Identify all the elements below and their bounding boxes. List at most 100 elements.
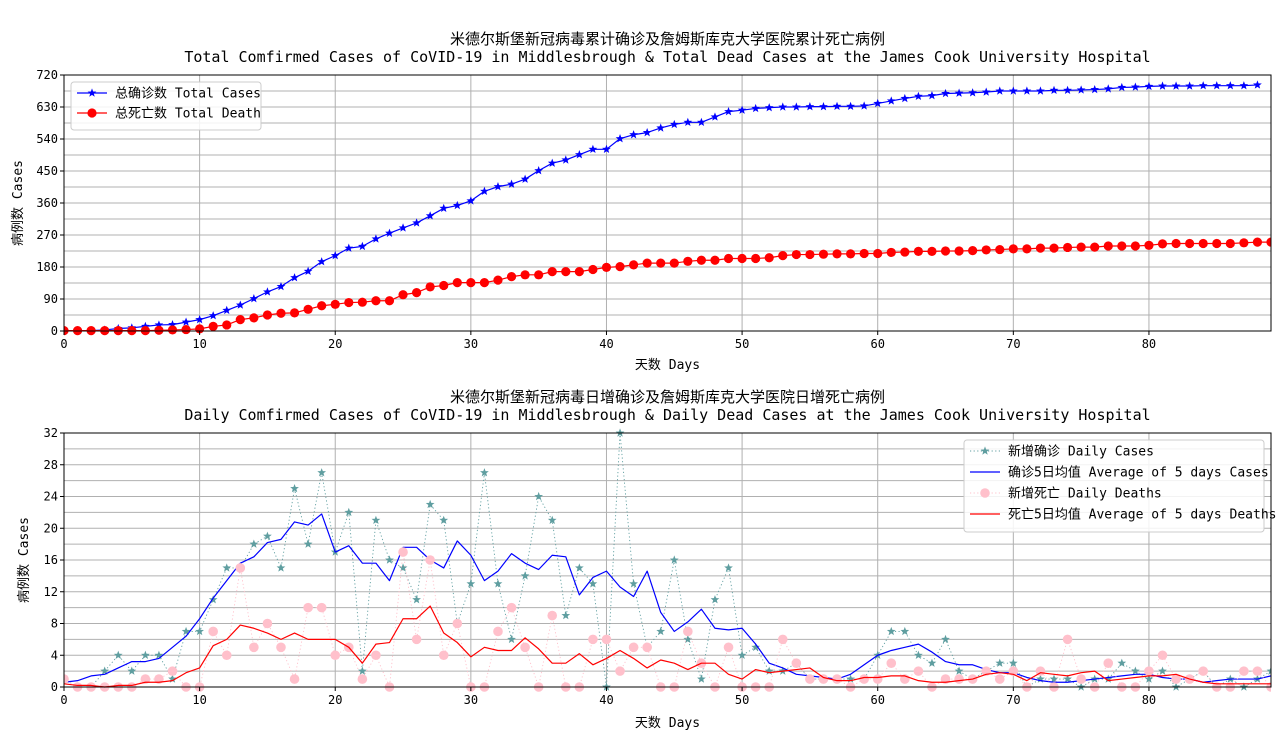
- series-3-point: [1171, 674, 1181, 684]
- series-2-point: [832, 249, 842, 259]
- series-1-point: [1063, 674, 1072, 683]
- series-1-point: [805, 102, 815, 111]
- series-1-point: [819, 102, 828, 111]
- series-1-point: [385, 555, 394, 564]
- series-3-point: [64, 674, 69, 684]
- series-2-point: [208, 321, 218, 331]
- series-2-point: [1022, 244, 1032, 254]
- series-1-point: [263, 531, 272, 540]
- series-1-point: [561, 155, 571, 164]
- series-2-point: [873, 248, 883, 259]
- series-1-point: [900, 626, 910, 636]
- series-2-point: [981, 245, 991, 255]
- x-tick-label: 60: [870, 693, 884, 707]
- series-1-point: [588, 144, 598, 154]
- series-2-point: [1144, 240, 1154, 250]
- series-2-point: [1225, 238, 1235, 249]
- series-1-point: [1076, 85, 1086, 94]
- series-1-point: [357, 666, 367, 675]
- series-1-point: [317, 257, 327, 266]
- series-1-point: [995, 86, 1005, 95]
- series-1-point: [914, 91, 923, 101]
- series-1-point: [900, 93, 910, 103]
- series-2-point: [1171, 238, 1181, 249]
- series-3-point: [398, 547, 408, 557]
- series-1-point: [927, 91, 937, 100]
- series-1-point: [656, 123, 666, 132]
- series-2-point: [723, 253, 734, 264]
- series-1-point: [344, 507, 354, 517]
- chart-subtitle: Total Comfirmed Cases of CoVID-19 in Mid…: [184, 48, 1150, 66]
- legend-marker-1: [980, 446, 990, 455]
- series-1-point: [1253, 80, 1262, 89]
- series-1-point: [195, 315, 204, 324]
- series-2-point: [303, 304, 313, 314]
- x-tick-label: 70: [1006, 337, 1020, 351]
- series-2-point: [1103, 241, 1113, 251]
- series-3-point: [601, 634, 612, 645]
- series-1-point: [303, 539, 313, 548]
- series-1-point: [520, 571, 530, 580]
- series-1-point: [222, 305, 232, 315]
- y-tick-label: 360: [36, 196, 58, 210]
- x-tick-label: 20: [328, 693, 342, 707]
- series-1-point: [1103, 674, 1113, 683]
- series-2-point: [1035, 243, 1046, 253]
- y-tick-label: 180: [36, 260, 58, 274]
- x-tick-label: 50: [735, 693, 749, 707]
- series-2-point: [222, 320, 232, 330]
- series-2-point: [940, 246, 951, 256]
- series-3-point: [1103, 658, 1114, 668]
- series-3-point: [411, 634, 422, 645]
- series-1-point: [330, 251, 340, 260]
- series-2-point: [900, 247, 910, 257]
- series-1-point: [1198, 81, 1208, 90]
- series-3-point: [235, 563, 246, 573]
- series-1-point: [276, 281, 286, 291]
- series-3-point: [1076, 674, 1086, 684]
- series-1-point: [615, 134, 625, 143]
- series-2-point: [1266, 237, 1271, 247]
- series-2-point: [344, 297, 354, 308]
- series-1-point: [724, 107, 733, 116]
- series-1-point: [1144, 674, 1154, 683]
- series-1-point: [1117, 82, 1127, 92]
- x-tick-label: 20: [328, 337, 342, 351]
- series-1-point: [141, 321, 150, 331]
- series-3-point: [438, 650, 449, 661]
- series-2-point: [1076, 242, 1086, 252]
- y-tick-label: 0: [51, 324, 58, 338]
- series-1-point: [669, 119, 679, 129]
- series-3-point: [628, 642, 639, 653]
- series-2-point: [1239, 238, 1249, 248]
- series-3-point: [357, 674, 368, 684]
- series-1-point: [954, 666, 964, 675]
- x-tick-label: 50: [735, 337, 749, 351]
- series-line-4: [64, 605, 1271, 688]
- series-1-point: [968, 88, 978, 97]
- chart-title: 米德尔斯堡新冠病毒累计确诊及詹姆斯库克大学医院累计死亡病例: [450, 30, 885, 48]
- series-3-point: [872, 674, 883, 684]
- series-1-point: [846, 101, 855, 111]
- y-tick-label: 270: [36, 228, 58, 242]
- series-3-point: [615, 666, 625, 676]
- series-1-point: [1036, 674, 1045, 683]
- series-2-point: [466, 278, 476, 288]
- series-3-point: [506, 602, 517, 613]
- series-3-point: [832, 674, 842, 684]
- series-1-point: [683, 634, 693, 644]
- series-1-point: [846, 674, 855, 683]
- x-tick-label: 60: [870, 337, 884, 351]
- y-tick-label: 20: [44, 521, 58, 535]
- series-1-point: [222, 563, 232, 572]
- series-1-point: [493, 579, 503, 588]
- series-2-point: [791, 249, 801, 260]
- legend-label-2: 总死亡数 Total Death: [115, 107, 261, 122]
- series-2-point: [913, 246, 923, 256]
- series-1-point: [737, 650, 747, 659]
- y-tick-label: 4: [51, 648, 58, 662]
- series-3-point: [330, 650, 341, 661]
- series-1-point: [1049, 674, 1059, 683]
